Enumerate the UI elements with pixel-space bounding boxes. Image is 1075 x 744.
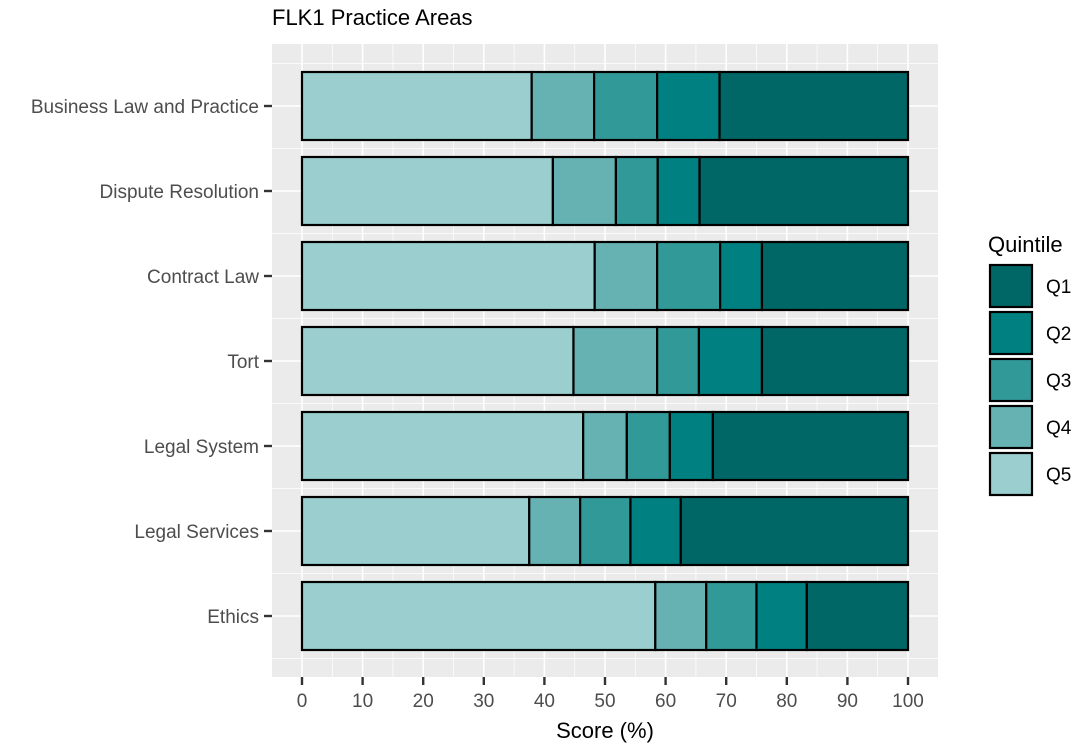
bar-segment-q3: Contract Law Q3: 10.4 xyxy=(656,240,722,312)
bar-segment-q4: Legal Services Q4: 8.4 xyxy=(528,495,582,567)
bars: Business Law and Practice Q5: 37.9Busine… xyxy=(300,70,910,652)
x-tick-label: 60 xyxy=(655,691,676,712)
x-tick-label: 20 xyxy=(413,691,434,712)
bar-segment-q1: Tort Q1: 24.1 xyxy=(760,325,910,397)
bar-segment-q4: Tort Q4: 13.8 xyxy=(572,325,659,397)
bar-segment-q2: Legal Services Q2: 8.3 xyxy=(629,495,682,567)
bar-segment-q2: Business Law and Practice Q2: 10.3 xyxy=(656,70,721,142)
bar-segment-q4: Contract Law Q4: 10.3 xyxy=(593,240,659,312)
x-tick-label: 50 xyxy=(594,691,615,712)
legend-label-q3: Q3 xyxy=(1046,371,1071,392)
bar-segment-q3: Legal System Q3: 7.1 xyxy=(625,410,671,482)
bar-segment-q5: Legal System Q5: 46.4 xyxy=(300,410,585,482)
bar-segment-q5: Contract Law Q5: 48.3 xyxy=(300,240,596,312)
legend-label-q1: Q1 xyxy=(1046,277,1071,298)
bar-segment-q4: Business Law and Practice Q4: 10.3 xyxy=(530,70,596,142)
bar-segment-q1: Legal System Q1: 32.2 xyxy=(711,410,910,482)
bar-segment-q3: Business Law and Practice Q3: 10.4 xyxy=(592,70,659,142)
bar-segment-q4: Ethics Q4: 8.4 xyxy=(654,580,708,652)
x-tick-label: 10 xyxy=(352,691,373,712)
legend: Quintile Q1 Q2 Q3 Q4 Q5 xyxy=(988,232,1072,497)
bar-segment-q3: Tort Q3: 6.9 xyxy=(656,325,701,397)
chart-title: FLK1 Practice Areas xyxy=(272,5,473,30)
bar-segment-q4: Legal System Q4: 7.2 xyxy=(582,410,628,482)
legend-key-q1 xyxy=(988,263,1034,309)
bar-segment-q2: Ethics Q2: 8.3 xyxy=(755,580,808,652)
bar-segment-q1: Ethics Q1: 16.7 xyxy=(805,580,910,652)
bar-segment-q2: Dispute Resolution Q2: 6.9 xyxy=(656,155,701,227)
y-tick-label: Legal Services xyxy=(134,522,259,543)
x-tick-label: 80 xyxy=(776,691,797,712)
x-tick-label: 40 xyxy=(534,691,555,712)
bar-segment-q3: Legal Services Q3: 8.3 xyxy=(579,495,632,567)
legend-label-q4: Q4 xyxy=(1046,418,1072,439)
y-axis: Business Law and Practice Dispute Resolut… xyxy=(31,97,272,628)
x-tick-label: 30 xyxy=(473,691,494,712)
legend-label-q5: Q5 xyxy=(1046,465,1071,486)
bar-segment-q2: Tort Q2: 10.4 xyxy=(697,325,764,397)
bar-segment-q1: Contract Law Q1: 24.1 xyxy=(760,240,910,312)
x-axis: 0 10 20 30 40 50 60 70 80 90 100 xyxy=(297,677,924,712)
y-tick-label: Tort xyxy=(227,352,259,373)
legend-key-q2 xyxy=(988,310,1034,356)
bar-segment-q5: Ethics Q5: 58.3 xyxy=(300,580,657,652)
y-tick-label: Ethics xyxy=(207,607,259,628)
bar-segment-q2: Contract Law Q2: 6.9 xyxy=(719,240,764,312)
legend-key-q5 xyxy=(988,451,1034,497)
bar-segment-q1: Legal Services Q1: 37.5 xyxy=(679,495,910,567)
legend-key-q3 xyxy=(988,357,1034,403)
x-tick-label: 90 xyxy=(837,691,858,712)
bar-segment-q5: Tort Q5: 44.8 xyxy=(300,325,575,397)
bar-segment-q3: Ethics Q3: 8.3 xyxy=(705,580,758,652)
bar-segment-q1: Dispute Resolution Q1: 34.4 xyxy=(698,155,910,227)
legend-key-q4 xyxy=(988,404,1034,450)
bar-segment-q5: Business Law and Practice Q5: 37.9 xyxy=(300,70,533,142)
y-tick-label: Contract Law xyxy=(147,267,259,288)
bar-segment-q3: Dispute Resolution Q3: 6.9 xyxy=(614,155,659,227)
x-axis-label: Score (%) xyxy=(556,718,654,743)
legend-title: Quintile xyxy=(988,232,1063,257)
x-tick-label: 100 xyxy=(892,691,924,712)
y-tick-label: Legal System xyxy=(144,437,259,458)
bar-segment-q5: Legal Services Q5: 37.5 xyxy=(300,495,531,567)
x-tick-label: 0 xyxy=(297,691,308,712)
bar-segment-q1: Business Law and Practice Q1: 31.1 xyxy=(718,70,910,142)
bar-segment-q5: Dispute Resolution Q5: 41.4 xyxy=(300,155,554,227)
y-tick-label: Business Law and Practice xyxy=(31,97,259,118)
bar-segment-q2: Legal System Q2: 7.1 xyxy=(668,410,714,482)
legend-label-q2: Q2 xyxy=(1046,324,1071,345)
bar-segment-q4: Dispute Resolution Q4: 10.4 xyxy=(551,155,618,227)
y-tick-label: Dispute Resolution xyxy=(100,182,259,203)
x-tick-label: 70 xyxy=(716,691,737,712)
